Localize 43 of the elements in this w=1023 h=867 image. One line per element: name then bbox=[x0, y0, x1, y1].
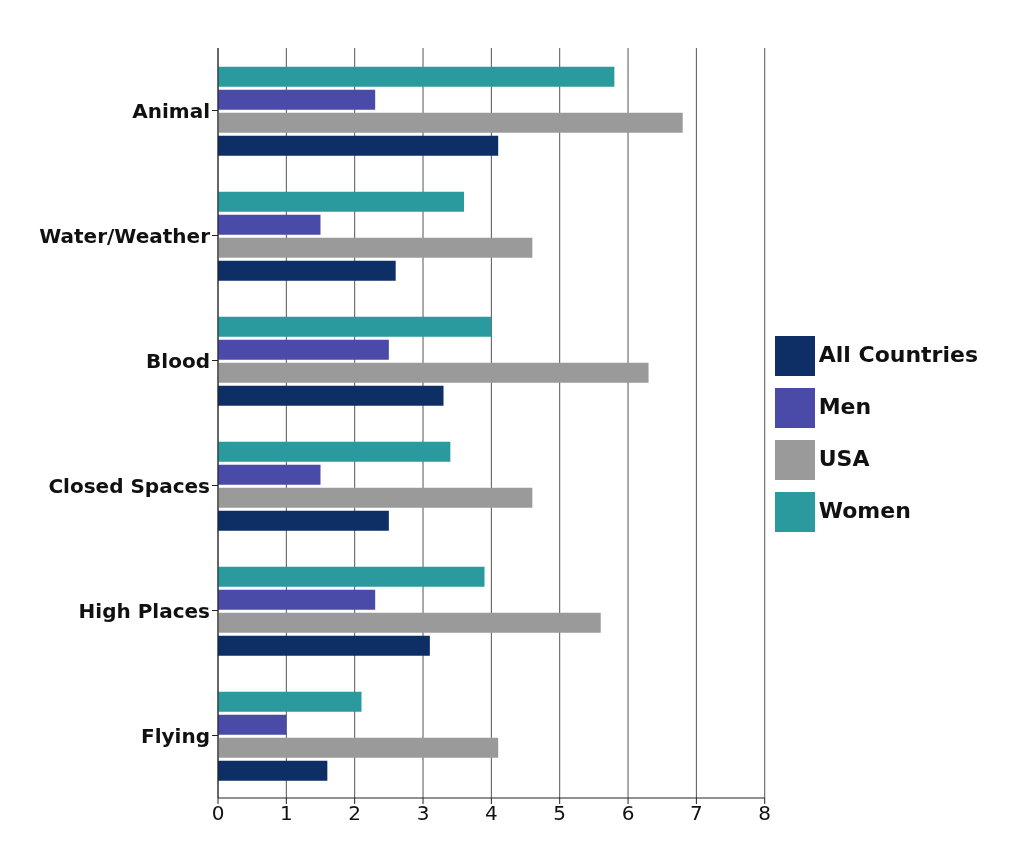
bar bbox=[218, 760, 328, 781]
bar bbox=[218, 612, 601, 633]
bar bbox=[218, 112, 683, 133]
bar bbox=[218, 510, 389, 531]
bar bbox=[218, 441, 451, 462]
x-tick-label: 1 bbox=[279, 801, 293, 826]
bar bbox=[218, 737, 499, 758]
legend-label: USA bbox=[818, 446, 870, 471]
x-tick-label: 8 bbox=[758, 801, 772, 826]
bar bbox=[218, 214, 321, 235]
y-tick-label: Flying bbox=[141, 723, 210, 748]
x-tick-label: 2 bbox=[348, 801, 362, 826]
x-tick-label: 0 bbox=[211, 801, 225, 826]
legend-label: All Countries bbox=[818, 342, 978, 367]
y-tick-label: Blood bbox=[146, 348, 210, 373]
legend-label: Women bbox=[818, 498, 911, 523]
x-tick-label: 7 bbox=[690, 801, 703, 826]
bar bbox=[218, 135, 499, 156]
bar bbox=[218, 260, 396, 281]
bar bbox=[218, 589, 376, 610]
bar bbox=[218, 714, 287, 735]
bar bbox=[218, 316, 492, 337]
bar bbox=[218, 464, 321, 485]
bar bbox=[218, 191, 465, 212]
legend-label: Men bbox=[818, 394, 872, 419]
bar bbox=[218, 635, 430, 656]
bar bbox=[218, 339, 389, 360]
y-tick-label: Closed Spaces bbox=[48, 473, 210, 498]
y-tick-label: Water/Weather bbox=[39, 223, 211, 248]
bar bbox=[218, 566, 485, 587]
x-tick-label: 4 bbox=[484, 801, 498, 826]
bar bbox=[218, 362, 649, 383]
bar bbox=[218, 487, 533, 508]
x-tick-label: 3 bbox=[416, 801, 430, 826]
bar bbox=[218, 691, 362, 712]
x-tick-label: 6 bbox=[621, 801, 635, 826]
x-tick-label: 5 bbox=[553, 801, 567, 826]
bar bbox=[218, 237, 533, 258]
y-tick-label: High Places bbox=[78, 598, 210, 623]
bar bbox=[218, 89, 376, 110]
bar bbox=[218, 66, 615, 87]
bar bbox=[218, 385, 444, 406]
y-tick-label: Animal bbox=[132, 98, 210, 123]
